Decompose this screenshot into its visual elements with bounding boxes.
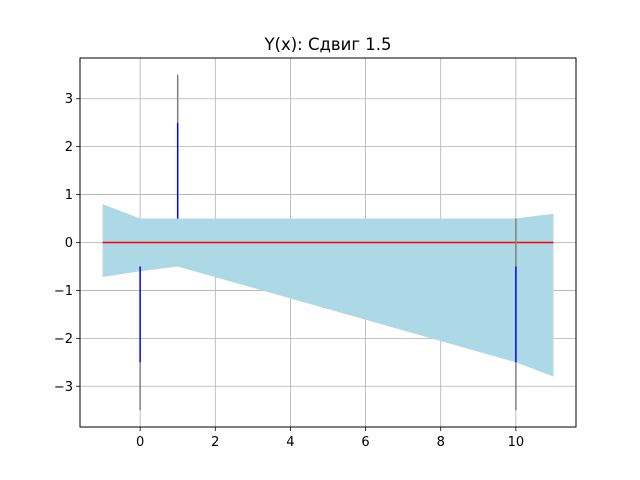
- x-tick-label: 4: [286, 435, 294, 450]
- y-axis: −3 −2 −1 0 1 2 3: [54, 92, 80, 395]
- y-tick-label: −1: [54, 284, 73, 299]
- plot-frame: [79, 57, 577, 428]
- x-tick-label: 8: [437, 435, 445, 450]
- y-tick-label: −3: [54, 380, 73, 395]
- x-tick-label: 2: [211, 435, 219, 450]
- y-tick-label: −2: [54, 332, 73, 347]
- x-axis: 0 2 4 6 8 10: [136, 427, 524, 450]
- vertical-segments: [139, 74, 517, 411]
- y-tick-label: 3: [65, 92, 73, 107]
- chart-title: Y(x): Сдвиг 1.5: [263, 35, 391, 54]
- y-tick-label: 1: [65, 188, 73, 203]
- confidence-band: [102, 204, 554, 377]
- x-tick-label: 0: [136, 435, 144, 450]
- y-tick-label: 0: [65, 236, 73, 251]
- y-tick-label: 2: [65, 140, 73, 155]
- x-tick-label: 10: [508, 435, 525, 450]
- x-tick-label: 6: [361, 435, 369, 450]
- band-area: [102, 204, 554, 377]
